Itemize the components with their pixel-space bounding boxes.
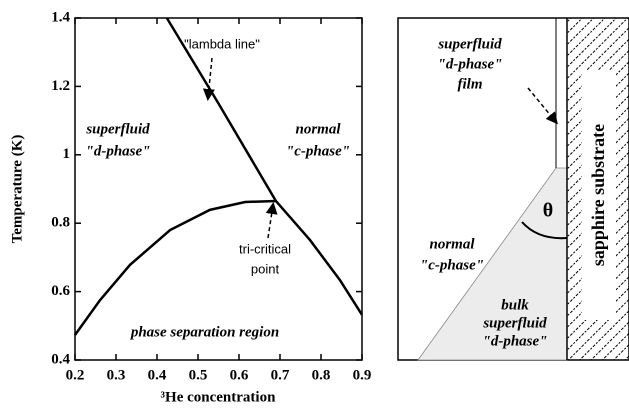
x-tick-label: 0.7 (271, 367, 290, 383)
y-axis-label: Temperature (K) (9, 135, 25, 244)
x-tick-label: 0.6 (230, 367, 249, 383)
x-tick-label: 0.4 (148, 367, 167, 383)
curve (75, 201, 362, 335)
x-tick-label: 0.5 (189, 367, 208, 383)
diagram-label: "d-phase" (438, 56, 503, 72)
y-tick-label: 1.2 (51, 78, 70, 94)
annotation: "lambda line" (184, 36, 260, 51)
x-tick-label: 0.2 (66, 367, 85, 383)
x-axis-label: ³He concentration (161, 389, 277, 405)
plot-frame (75, 18, 362, 360)
annotation: "c-phase" (286, 143, 350, 159)
diagram-label: normal (429, 236, 475, 252)
diagram-label: "c-phase" (420, 257, 484, 273)
diagram-label: film (458, 76, 483, 92)
y-tick-label: 0.4 (51, 351, 70, 367)
diagram-label: bulk (501, 297, 529, 313)
x-tick-label: 0.3 (107, 367, 126, 383)
diagram-label: θ (543, 200, 553, 222)
annotation: point (251, 261, 280, 276)
x-tick-label: 0.8 (312, 367, 331, 383)
annotation: superfluid (85, 121, 150, 137)
arrow (528, 88, 556, 122)
y-tick-label: 0.8 (51, 215, 70, 231)
x-tick-label: 0.9 (353, 367, 372, 383)
diagram-label: superfluid (437, 36, 502, 52)
diagram-label: "d-phase" (483, 333, 548, 349)
annotation: "d-phase" (86, 143, 151, 159)
y-tick-label: 1.4 (51, 9, 70, 25)
arrow (268, 205, 273, 238)
annotation: phase separation region (129, 324, 279, 340)
y-tick-label: 1 (63, 146, 71, 162)
annotation: normal (295, 121, 341, 137)
annotation: tri-critical (239, 241, 291, 256)
figure: Temperature (K) ³He concentration sapphi… (0, 0, 629, 412)
diagram-label: superfluid (482, 315, 547, 331)
substrate-label: sapphire substrate (588, 124, 608, 266)
y-tick-label: 0.6 (51, 283, 70, 299)
